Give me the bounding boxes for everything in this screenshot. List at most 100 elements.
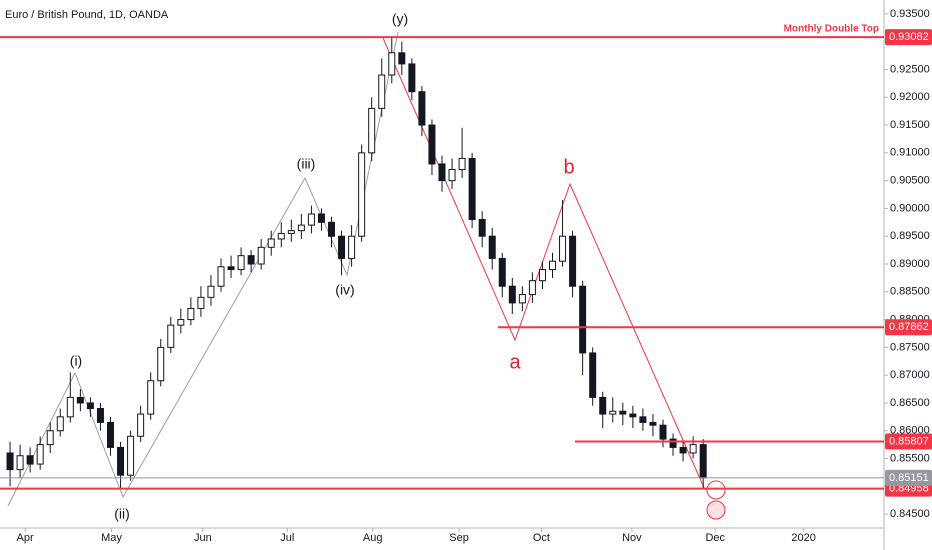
candle-body (569, 235, 577, 287)
x-tick-label: Aug (363, 532, 383, 544)
x-tick-label: Nov (622, 532, 642, 544)
level-tag (885, 29, 932, 46)
candle-body (167, 324, 175, 348)
candle-body (197, 296, 205, 309)
candle-body (227, 266, 235, 271)
candle-body (679, 446, 687, 454)
candle-body (639, 416, 647, 423)
level-tag (885, 469, 932, 486)
candle-body (328, 221, 335, 237)
candle-body (388, 52, 396, 76)
candle-body (398, 52, 406, 65)
candle-body (518, 294, 526, 304)
wave-label: a (509, 351, 521, 373)
candle-body (358, 152, 366, 237)
level-tag (885, 319, 932, 336)
candle-body (277, 232, 285, 240)
candle-body (16, 455, 24, 471)
candle-body (468, 157, 476, 221)
candle-body (297, 224, 305, 232)
y-tick-label: 0.85500 (890, 452, 930, 464)
candle-body (127, 435, 135, 476)
candle-body (508, 285, 516, 304)
candle-body (368, 107, 376, 154)
candle-body (498, 257, 506, 287)
x-tick-label: Apr (17, 532, 34, 544)
candle-body (147, 380, 155, 415)
candle-body (247, 255, 255, 265)
candle-body (699, 444, 707, 479)
candle-body (488, 235, 496, 259)
candle-body (6, 452, 14, 471)
candle-body (66, 396, 74, 418)
candle-body (307, 213, 315, 226)
candle-body (26, 455, 34, 465)
level-label: 0.87862 (889, 321, 929, 333)
candle-body (137, 413, 145, 437)
level-note: Monthly Double Top (784, 24, 879, 35)
candle-body (107, 421, 114, 448)
y-tick-label: 0.90500 (890, 175, 930, 187)
candle-body (177, 319, 185, 326)
level-tag (885, 433, 932, 450)
chart-title: Euro / British Pound, 1D, OANDA (5, 9, 169, 21)
candle-body (237, 255, 245, 271)
candle-body (418, 91, 426, 126)
x-tick-label: Oct (533, 532, 550, 544)
candle-body (458, 157, 466, 171)
x-tick-label: May (101, 532, 122, 544)
candle-body (649, 421, 657, 426)
candle-body (408, 63, 416, 93)
level-label: 0.85151 (889, 472, 929, 484)
candle-body (619, 410, 627, 415)
plot (6, 36, 707, 490)
y-tick-label: 0.91000 (890, 147, 930, 159)
wave-label: (iv) (335, 282, 354, 298)
candle-body (287, 230, 295, 234)
candle-body (317, 213, 325, 223)
y-tick-label: 0.84500 (890, 508, 930, 520)
candle-body (478, 219, 486, 237)
candle-body (36, 444, 44, 465)
candle-body (348, 235, 356, 259)
candle-body (46, 430, 54, 446)
candle-body (599, 396, 607, 415)
wave-path (7, 31, 399, 507)
x-tick-label: Jun (194, 532, 212, 544)
candle-body (669, 438, 677, 448)
x-tick-label: 2020 (791, 532, 815, 544)
wave-label: (ii) (114, 506, 130, 522)
wave-label: b (563, 156, 574, 178)
wave-label: (iii) (297, 156, 316, 172)
y-tick-label: 0.92000 (890, 91, 930, 103)
icon (706, 480, 726, 500)
candle-body (579, 285, 587, 354)
y-tick-label: 0.93500 (890, 8, 930, 20)
candle-body (338, 235, 346, 259)
candle-body (96, 408, 104, 423)
x-tick-label: Jul (280, 532, 294, 544)
candle-body (689, 444, 697, 454)
candle-body (659, 424, 667, 440)
candle-body (187, 307, 195, 321)
candle-body (629, 413, 637, 418)
y-tick-label: 0.91500 (890, 119, 930, 131)
candle-body (448, 169, 456, 182)
candle-body (589, 352, 597, 398)
y-tick-label: 0.92500 (890, 63, 930, 75)
candle-body (609, 410, 617, 415)
level-label: 0.93082 (889, 31, 929, 43)
candle-body (257, 246, 265, 265)
y-tick-label: 0.89500 (890, 230, 930, 242)
x-tick-label: Sep (449, 532, 469, 544)
candle-body (117, 446, 125, 476)
x-tick-label: Dec (705, 532, 725, 544)
y-tick-label: 0.87000 (890, 369, 930, 381)
candle-body (207, 285, 215, 298)
icon (706, 500, 726, 520)
level-label: 0.85807 (889, 435, 929, 447)
wave-label: (y) (392, 11, 408, 27)
candle-body (428, 124, 436, 165)
